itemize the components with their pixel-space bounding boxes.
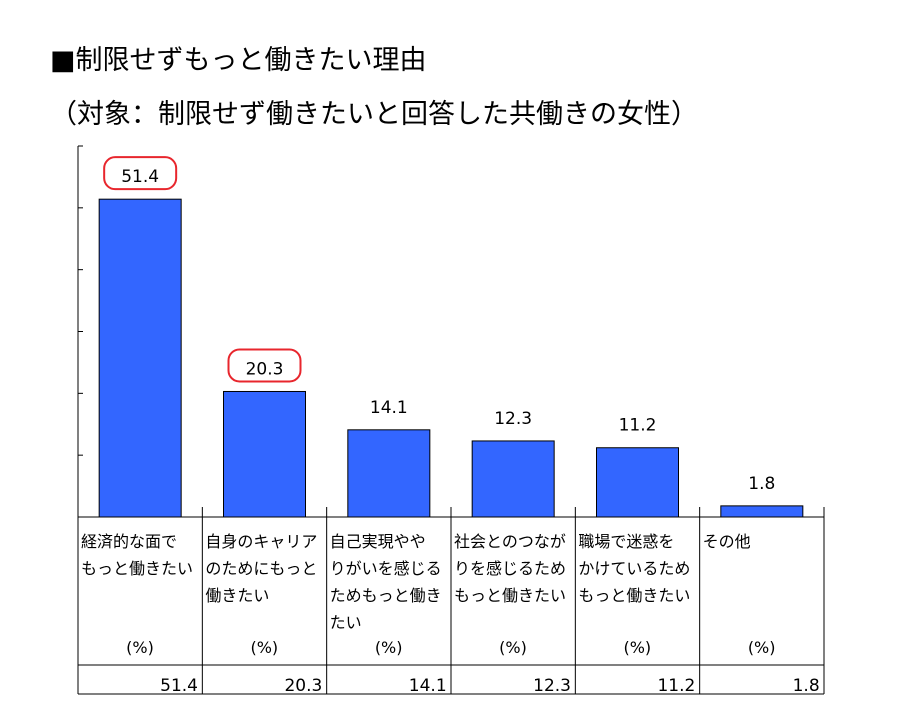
category-label: 自己実現やや りがいを感じる ためもっと働き たい (329, 532, 442, 632)
table-value: 1.8 (792, 676, 820, 696)
chart-title: ■制限せずもっと働きたい理由 (50, 45, 427, 76)
bar (720, 505, 804, 518)
table-value: 12.3 (533, 676, 571, 696)
bar-value-label: 51.4 (121, 167, 159, 187)
bar (347, 429, 431, 518)
bar-value-label: 20.3 (246, 359, 284, 379)
category-label: 職場で迷惑を かけているため もっと働きたい (578, 532, 691, 605)
category-label: 社会とのつなが りを感じるため もっと働きたい (454, 532, 567, 605)
category-label: 経済的な面で もっと働きたい (81, 532, 194, 578)
bar (471, 440, 555, 518)
category-label: 自身のキャリア のためにもっと 働きたい (205, 532, 318, 605)
chart-subtitle: （対象：制限せず働きたいと回答した共働きの女性） (50, 99, 698, 130)
table-value: 51.4 (160, 676, 198, 696)
unit-label: (%) (126, 638, 154, 657)
table-value: 11.2 (657, 676, 696, 696)
bar (223, 390, 306, 518)
bar-value-label: 11.2 (619, 416, 657, 436)
category-label: その他 (702, 532, 751, 551)
unit-label: (%) (374, 638, 403, 657)
table-value: 20.3 (284, 676, 323, 696)
unit-label: (%) (499, 638, 527, 657)
bar-value-label: 1.8 (748, 474, 775, 494)
bar-value-label: 14.1 (370, 398, 408, 418)
highlight-box (227, 348, 302, 383)
unit-label: (%) (250, 638, 279, 657)
highlight-box (103, 156, 178, 191)
bar (596, 447, 679, 518)
table-value: 14.1 (408, 676, 447, 696)
unit-label: (%) (623, 638, 652, 657)
bar-value-label: 12.3 (494, 409, 532, 429)
unit-label: (%) (747, 638, 776, 657)
bar (98, 198, 182, 518)
